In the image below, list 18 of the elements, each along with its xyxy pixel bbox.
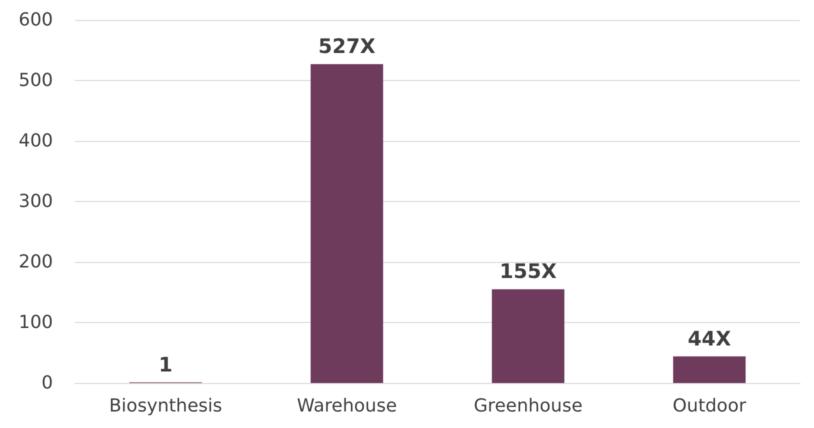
x-tick-label: Greenhouse [474, 396, 583, 416]
data-label: 527X [318, 34, 376, 58]
bar [310, 64, 384, 383]
y-tick-label: 400 [18, 130, 53, 152]
bar [492, 289, 564, 383]
data-label: 1 [158, 352, 173, 376]
x-tick-label: Biosynthesis [109, 396, 222, 416]
x-tick-label: Outdoor [672, 396, 747, 416]
y-tick-label: 200 [18, 252, 53, 272]
y-tick-label: 300 [18, 191, 53, 212]
bar [673, 356, 746, 383]
data-label: 155X [500, 259, 558, 284]
x-tick-label: Warehouse [296, 396, 397, 416]
y-tick-label: 600 [18, 10, 53, 30]
y-tick-label: 500 [18, 70, 53, 91]
y-tick-label: 0 [42, 372, 53, 394]
y-tick-label: 100 [18, 312, 53, 333]
data-label: 44X [688, 326, 732, 350]
